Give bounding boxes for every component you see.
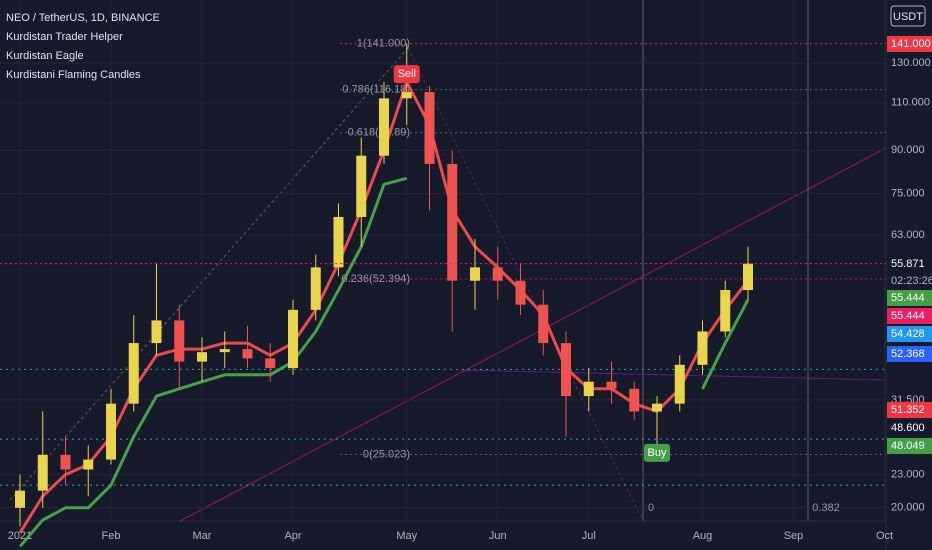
candle-body	[288, 309, 298, 369]
candle-body	[242, 349, 253, 359]
x-tick-label: Oct	[876, 530, 893, 542]
x-tick-label: May	[396, 530, 417, 542]
candle-body	[333, 216, 344, 268]
indicator-name: Kurdistani Flaming Candles	[6, 69, 141, 81]
candle-body	[652, 403, 662, 412]
price-label: 51.352	[891, 404, 925, 416]
price-label: 55.444	[891, 310, 925, 322]
candle-body	[470, 267, 480, 281]
currency-button-label[interactable]: USDT	[893, 11, 923, 23]
candle-body	[424, 92, 435, 164]
indicator-name: Kurdistan Eagle	[6, 50, 84, 62]
signal-label: Buy	[648, 447, 667, 459]
indicator-name: Kurdistan Trader Helper	[6, 31, 123, 43]
candle-body	[447, 163, 458, 281]
price-label-box	[887, 36, 932, 52]
price-label-box	[887, 402, 932, 418]
candle-body	[60, 454, 71, 470]
fib-label: 0.786(116.18)	[342, 84, 410, 96]
price-label: 55.444	[891, 292, 925, 304]
legend: NEO / TetherUS, 1D, BINANCE Kurdistan Tr…	[6, 12, 160, 81]
price-label-box	[887, 346, 932, 362]
fib-label: 0(25.023)	[363, 448, 410, 460]
fib-label: 0.618(96.89)	[348, 127, 410, 139]
x-tick-label: Feb	[102, 530, 121, 542]
x-tick-label: Aug	[693, 530, 713, 542]
price-label: 55.871	[891, 258, 925, 270]
candle-body	[561, 343, 571, 397]
candle-body	[356, 155, 367, 217]
candle-body	[674, 364, 685, 404]
y-tick-label: 23.000	[891, 468, 925, 480]
candle-body	[743, 263, 753, 291]
fib-label: 1(141.000)	[357, 38, 410, 50]
x-tick-label: Jun	[489, 530, 507, 542]
candle-body	[151, 320, 162, 344]
y-tick-label: 130.000	[891, 57, 931, 69]
signal-box	[393, 65, 420, 84]
signal-box	[644, 443, 670, 462]
candle-body	[174, 320, 185, 362]
price-label: 52.368	[891, 348, 925, 360]
candle-body	[697, 331, 708, 365]
fib-time-label: 0.382	[812, 502, 840, 514]
fib-time-label: 0	[648, 502, 654, 514]
price-label: 48.600	[891, 422, 925, 434]
x-tick-label: Jul	[582, 530, 596, 542]
price-label: 48.049	[891, 440, 925, 452]
trend-line	[459, 369, 887, 381]
x-tick-label: Apr	[284, 530, 301, 542]
candle-body	[37, 454, 48, 491]
candle-body	[310, 267, 321, 310]
candle-body	[515, 280, 526, 305]
fib-label: 0.236(52.394)	[342, 273, 411, 285]
price-label-box	[887, 290, 932, 306]
x-tick-label: Sep	[784, 530, 804, 542]
candle-body	[583, 381, 594, 397]
overlay-line	[701, 299, 750, 390]
price-label: 141.000	[891, 38, 931, 50]
price-label: 54.428	[891, 328, 925, 340]
currency-button[interactable]	[890, 5, 926, 27]
price-label-box	[887, 438, 932, 454]
candle-body	[128, 343, 139, 404]
candle-body	[219, 349, 230, 353]
candle-body	[720, 290, 731, 332]
price-label-box	[887, 256, 932, 272]
candle-body	[629, 388, 640, 412]
candle-body	[401, 92, 412, 99]
candle-body	[106, 403, 116, 460]
x-tick-label: Mar	[193, 530, 212, 542]
candle-body	[83, 459, 94, 470]
y-tick-label: 90.000	[891, 144, 925, 156]
y-tick-label: 110.000	[891, 97, 930, 109]
candle-body	[492, 267, 503, 281]
price-label-box	[887, 326, 932, 342]
candle-body	[265, 358, 276, 369]
y-tick-label: 63.000	[891, 229, 925, 241]
countdown: 02:23:26	[891, 275, 932, 287]
candle-body	[15, 490, 25, 508]
candle-body	[606, 381, 617, 389]
y-tick-label: 20.000	[891, 502, 925, 514]
y-tick-label: 75.000	[891, 188, 925, 200]
overlay-line	[18, 176, 408, 548]
candle-body	[379, 98, 389, 156]
price-label-box	[887, 308, 932, 324]
symbol-title: NEO / TetherUS, 1D, BINANCE	[6, 12, 160, 24]
candle-body	[538, 304, 549, 344]
price-label-box	[887, 420, 932, 436]
trend-line	[179, 147, 887, 522]
fib-line	[9, 47, 409, 501]
signal-label: Sell	[398, 68, 416, 80]
candle-body	[197, 352, 207, 362]
